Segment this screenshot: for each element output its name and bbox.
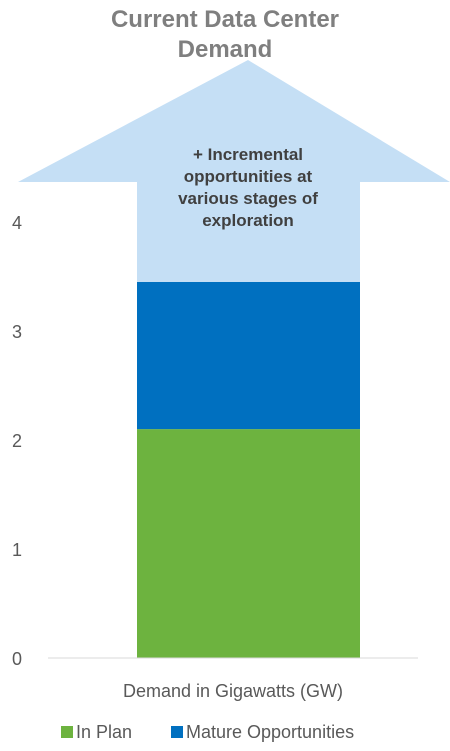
arrow-annotation-line-4: exploration [202, 211, 294, 230]
y-tick-label-2: 2 [12, 431, 22, 451]
y-tick-label-3: 3 [12, 322, 22, 342]
legend-label-in-plan: In Plan [76, 722, 132, 742]
y-tick-label-0: 0 [12, 649, 22, 669]
legend-swatch-mature-opportunities [171, 726, 183, 738]
y-tick-label-4: 4 [12, 213, 22, 233]
incremental-opportunities-arrow [18, 60, 450, 282]
chart-title-line-1: Current Data Center [110, 6, 340, 33]
arrow-annotation-line-3: various stages of [178, 189, 318, 208]
y-tick-label-1: 1 [12, 540, 22, 560]
legend-swatch-in-plan [61, 726, 73, 738]
bar-mature-opportunities [137, 281, 360, 430]
arrow-annotation-line-2: opportunities at [184, 167, 313, 186]
x-category-label: Demand in Gigawatts (GW) [123, 681, 343, 701]
arrow-annotation-line-1: + Incremental [193, 145, 303, 164]
legend-label-mature-opportunities: Mature Opportunities [186, 722, 354, 742]
chart-title-line-2: Demand [177, 36, 273, 63]
bar-in-plan [137, 429, 360, 658]
